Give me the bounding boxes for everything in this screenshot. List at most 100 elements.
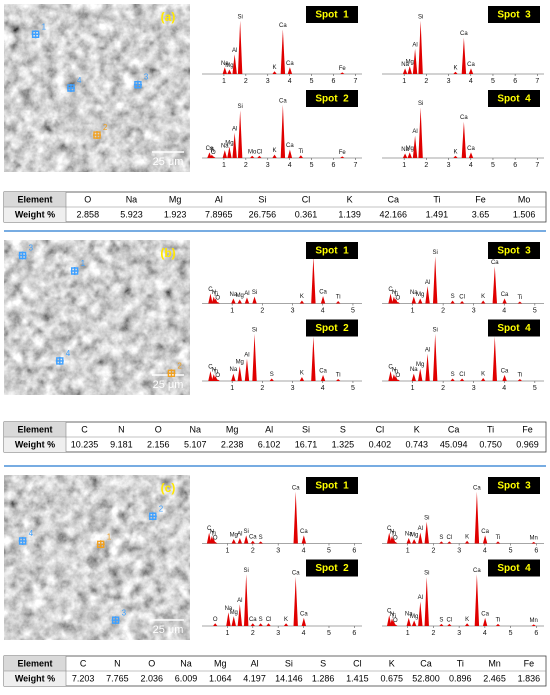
peak <box>492 266 497 304</box>
peak-label: N <box>392 290 396 296</box>
table-header: Ca <box>388 194 400 204</box>
peak <box>231 298 236 304</box>
peak <box>411 539 417 544</box>
peak <box>474 574 480 626</box>
table-header: O <box>155 424 162 434</box>
peak <box>412 135 418 158</box>
peak <box>391 620 396 626</box>
table-header: Mo <box>518 194 531 204</box>
spot-marker <box>133 80 142 89</box>
peak <box>393 298 398 304</box>
table-cell: 2.238 <box>221 439 244 449</box>
spot-marker <box>55 356 64 365</box>
spot-title: Spot 2 <box>315 94 349 105</box>
x-tick-label: 5 <box>491 162 495 169</box>
peak-label: Ca <box>286 143 294 149</box>
peak-label: Mg <box>406 60 414 66</box>
peak-label: Al <box>418 595 423 601</box>
table-cell: 0.896 <box>449 673 472 683</box>
x-tick-label: 2 <box>431 547 435 554</box>
x-tick-label: 4 <box>469 162 473 169</box>
spot-marker <box>66 84 75 92</box>
peak <box>340 72 345 74</box>
peak-label: Ti <box>298 149 303 155</box>
spot-title: Spot 4 <box>497 563 531 574</box>
row-cell-bg <box>4 207 66 222</box>
spot-box <box>488 319 540 337</box>
peak-label: S <box>451 294 455 300</box>
peak-label: S <box>259 535 263 541</box>
peak <box>215 302 220 304</box>
peak-label: S <box>270 372 274 378</box>
peak <box>502 375 507 381</box>
table-cell: 45.094 <box>440 439 468 449</box>
table-header: K <box>414 424 420 434</box>
peak <box>320 375 326 381</box>
peak <box>388 371 393 381</box>
table-header: Fe <box>524 658 535 668</box>
peak <box>227 69 232 74</box>
x-tick-label: 7 <box>353 78 357 85</box>
spot-marker <box>31 30 40 39</box>
peak <box>407 152 412 158</box>
x-tick-label: 2 <box>424 78 428 85</box>
peak-label: Ca <box>292 485 300 491</box>
peak <box>231 616 236 626</box>
peak-label: O <box>396 296 401 302</box>
x-tick-label: 1 <box>406 547 410 554</box>
spot-box <box>306 477 358 494</box>
peak <box>425 353 430 381</box>
x-tick-label: 1 <box>411 307 415 314</box>
peak-label: K <box>273 148 277 154</box>
spot-marker <box>70 267 79 275</box>
spot-title: Spot 4 <box>497 323 531 334</box>
peak-label: Ca <box>473 485 481 491</box>
peak-label: Na <box>225 606 233 612</box>
x-tick-label: 5 <box>533 385 537 392</box>
peak <box>411 296 416 304</box>
peak <box>280 104 286 158</box>
peak <box>272 154 277 158</box>
scale-label: 25 μm <box>153 156 184 168</box>
peak <box>388 293 393 304</box>
table-header: Element <box>17 194 52 204</box>
spot-label: 1 <box>42 22 47 31</box>
x-tick-label: 5 <box>533 307 537 314</box>
x-tick-label: 5 <box>351 307 355 314</box>
peak-label: Si <box>252 328 257 334</box>
peak-label: Cl <box>447 617 453 623</box>
peak-label: Na <box>230 367 238 373</box>
peak-label: Ca <box>279 98 287 104</box>
peak <box>387 615 392 626</box>
peak <box>418 532 423 544</box>
peak-label: Mg <box>236 360 244 366</box>
panel-label: (a) <box>161 10 176 24</box>
peak <box>301 617 307 626</box>
peak-label: Mg <box>410 533 418 539</box>
peak-label: O <box>393 618 398 624</box>
header-cell-bg <box>4 422 66 437</box>
peak-label: Cl <box>459 372 465 378</box>
header-cell-bg <box>4 656 66 671</box>
peak <box>237 366 242 381</box>
peak-label: Ca <box>501 369 509 375</box>
peak-label: Ca <box>206 146 214 152</box>
peak <box>213 298 218 304</box>
table-header: S <box>340 424 346 434</box>
x-tick-label: 6 <box>534 547 538 554</box>
table-header: Fe <box>522 424 533 434</box>
table-cell: 0.675 <box>380 673 403 683</box>
peak <box>432 333 438 381</box>
peak-label: Na <box>230 292 238 298</box>
table-header: C <box>80 658 87 668</box>
x-tick-label: 3 <box>457 630 461 637</box>
x-tick-label: 4 <box>483 630 487 637</box>
peak-label: Mg <box>230 533 238 539</box>
peak-label: K <box>273 65 277 71</box>
peak-label: Mg <box>416 292 424 298</box>
x-tick-label: 1 <box>406 630 410 637</box>
peak <box>502 298 507 304</box>
x-tick-label: 4 <box>302 630 306 637</box>
spot-title: Spot 1 <box>315 10 349 21</box>
peak-label: S <box>259 617 263 623</box>
